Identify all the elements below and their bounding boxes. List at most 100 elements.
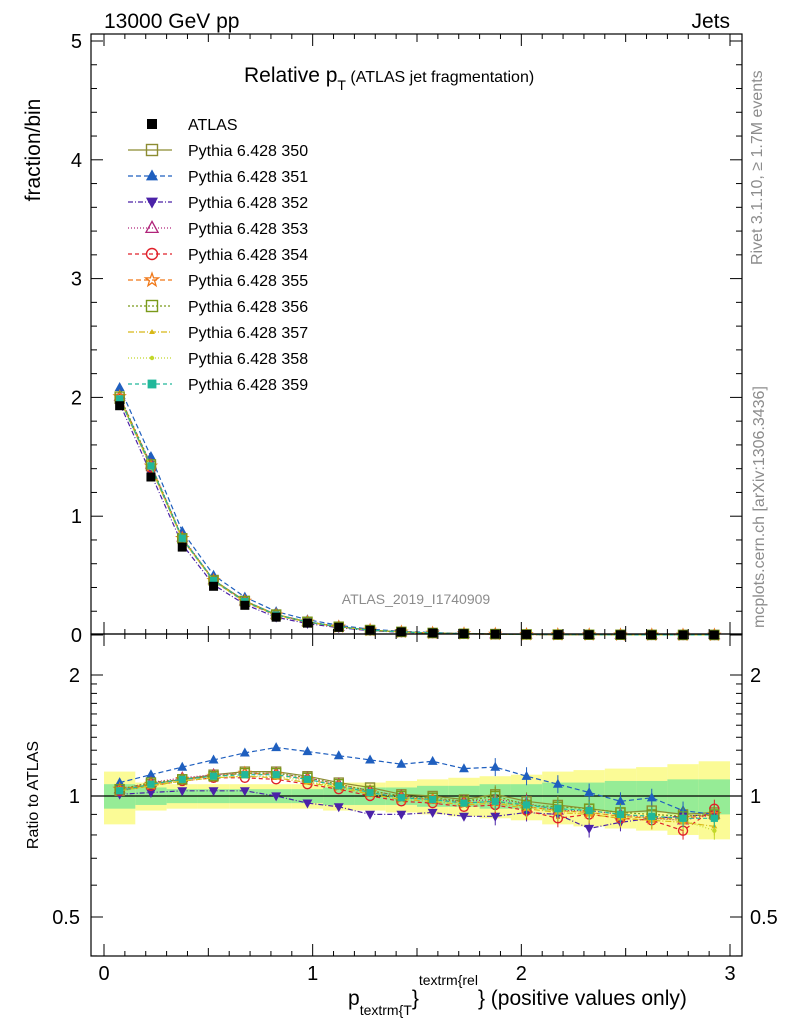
ratio-point [239, 787, 250, 797]
y-tick-label: 5 [71, 31, 82, 53]
axis-ticks: 0 1 2 3 4 5 0 1 2 3 0.5 0.5 1 1 2 2 [52, 31, 778, 985]
ratio-point [366, 788, 374, 797]
legend-marker [145, 197, 159, 209]
legend-label: Pythia 6.428 356 [188, 299, 308, 316]
ratio-line-353 [119, 772, 715, 821]
legend-item-atlas: ATLAS [147, 117, 238, 134]
ratio-point [648, 812, 656, 820]
x-tick-label: 2 [516, 963, 527, 985]
ratio-point [146, 769, 156, 779]
x-tick-label: 3 [724, 963, 735, 985]
analysis-watermark: ATLAS_2019_I1740909 [342, 591, 491, 607]
title-rest: (ATLAS jet fragmentation) [346, 69, 534, 86]
ratio-tick-label-right: 0.5 [750, 907, 778, 929]
rivet-label: Rivet 3.1.10, ≥ 1.7M events [749, 70, 766, 265]
ratio-point [554, 805, 562, 813]
atlas-point [240, 600, 250, 610]
ratio-point [365, 754, 375, 764]
ratio-point [271, 742, 282, 752]
xlabel-sup: textrm{rel [419, 972, 478, 988]
ratio-tick-label-left: 1 [69, 786, 80, 808]
ratio-point [239, 747, 250, 757]
xlabel-rest: (positive values only) [485, 987, 687, 1010]
legend-item-354: Pythia 6.428 354 [128, 247, 308, 264]
atlas-point [365, 625, 375, 635]
legend-label: ATLAS [188, 117, 238, 134]
ratio-point [616, 810, 625, 818]
chart-title: Relative pT (ATLAS jet fragmentation) [244, 64, 534, 93]
ratio-point [646, 792, 657, 802]
legend-item-357: Pythia 6.428 357 [128, 325, 308, 342]
xlabel-sub: textrm{T [360, 1002, 413, 1018]
ratio-tick-label-right: 1 [750, 786, 761, 808]
atlas-point [396, 627, 406, 637]
legend-item-350: Pythia 6.428 350 [128, 143, 308, 160]
legend-item-353: Pythia 6.428 353 [128, 220, 308, 238]
legend-label: Pythia 6.428 357 [188, 325, 308, 342]
ratio-point [459, 812, 469, 822]
header-energy: 13000 GeV pp [104, 10, 239, 33]
main-point [147, 462, 155, 470]
ratio-point [710, 814, 718, 822]
ratio-point [116, 787, 124, 795]
y-tick-label: 4 [71, 150, 82, 172]
legend-marker [147, 379, 157, 389]
mcplots-label: mcplots.cern.ch [arXiv:1306.3436] [751, 386, 768, 628]
ratio-tick-label-left: 2 [69, 665, 80, 687]
ratio-point [177, 774, 188, 785]
atlas-point [209, 581, 219, 591]
y-tick-label: 1 [71, 506, 82, 528]
atlas-point [302, 618, 312, 628]
legend-item-356: Pythia 6.428 356 [128, 299, 308, 316]
main-point [146, 451, 156, 461]
atlas-point [177, 542, 187, 552]
ratio-point [365, 810, 375, 820]
ratio-point [114, 777, 125, 787]
ratio-point [397, 794, 405, 802]
ratio-point [333, 750, 344, 760]
legend-item-355: Pythia 6.428 355 [128, 271, 308, 290]
xlabel-brace2: } [478, 987, 485, 1010]
ratio-point [460, 799, 468, 807]
legend-marker [145, 169, 159, 181]
ratio-point [396, 758, 407, 768]
ratio-point [177, 787, 188, 797]
legend-item-352: Pythia 6.428 352 [128, 195, 308, 212]
atlas-point [709, 630, 719, 640]
main-point [114, 381, 125, 391]
ratio-point [272, 771, 280, 779]
ratio-point [241, 771, 249, 779]
atlas-point [647, 630, 657, 640]
legend-marker [145, 299, 159, 313]
ratio-point [490, 761, 501, 771]
ratio-line-351 [119, 746, 715, 815]
legend-item-359: Pythia 6.428 359 [128, 377, 308, 394]
legend: ATLAS Pythia 6.428 350 Pythia 6.428 351 Pyt… [128, 117, 308, 394]
xlabel-p: p [348, 987, 360, 1010]
legend-label: Pythia 6.428 355 [188, 273, 308, 290]
ratio-line-352 [119, 790, 715, 830]
ratio-point [427, 755, 438, 765]
legend-item-358: Pythia 6.428 358 [128, 351, 308, 368]
main-point [116, 395, 124, 403]
ratio-point [712, 828, 717, 833]
ratio-point [208, 754, 219, 764]
ratio-point [584, 787, 595, 797]
atlas-point [334, 622, 344, 632]
main-point [209, 576, 218, 585]
xlabel-brace: } [412, 987, 419, 1010]
legend-label: Pythia 6.428 351 [188, 169, 308, 186]
ratio-line-359 [119, 774, 715, 819]
ratio-point [491, 797, 499, 805]
header-jets: Jets [691, 10, 730, 33]
ratio-point [490, 812, 501, 822]
legend-marker [145, 247, 159, 261]
ratio-point [679, 814, 687, 822]
legend-label: Pythia 6.428 353 [188, 221, 308, 238]
legend-marker [143, 271, 161, 288]
x-tick-label: 0 [98, 963, 109, 985]
ratio-series-351 [114, 742, 720, 824]
legend-label: Pythia 6.428 359 [188, 377, 308, 394]
x-axis-title: ptextrm{T}textrm{rel} (positive values o… [348, 972, 687, 1018]
y-tick-label: 3 [71, 269, 82, 291]
